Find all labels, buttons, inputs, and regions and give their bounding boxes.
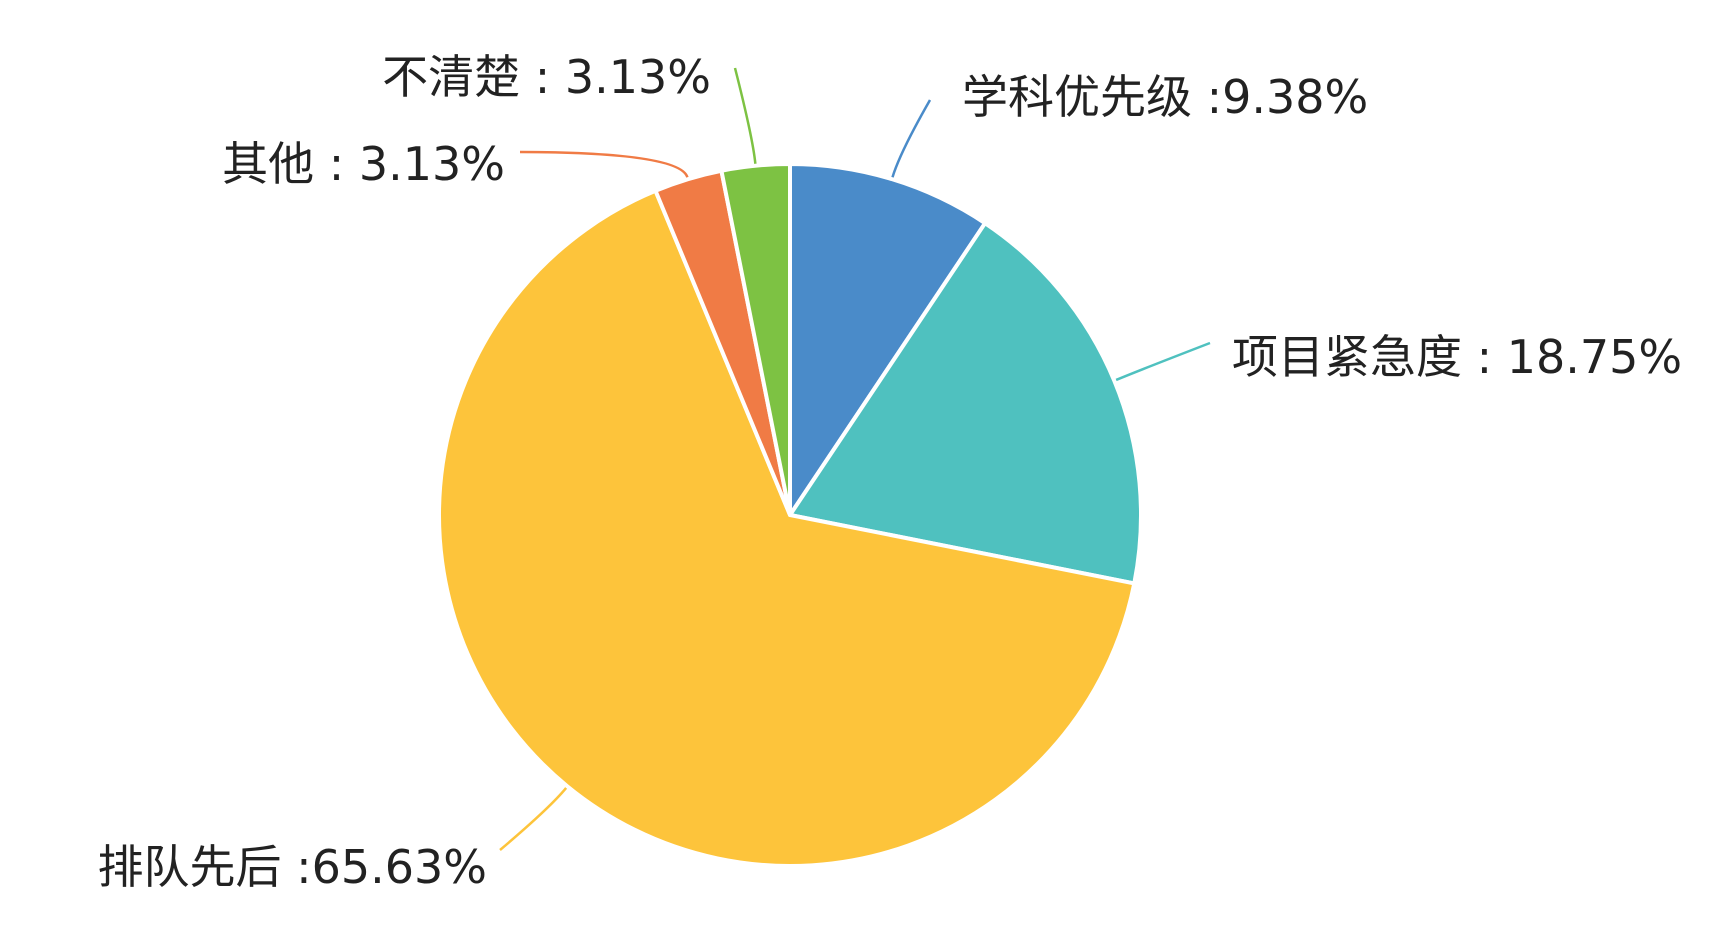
pie-slice-5 <box>719 162 792 517</box>
pie-slice-2 <box>788 221 1143 586</box>
leader-line-5 <box>733 67 757 164</box>
slice-label-2: 项目紧急度 : 18.75% <box>1232 330 1682 384</box>
labels-layer: 学科优先级 :9.38% 项目紧急度 : 18.75% 排队先后 :65.63% 其他… <box>97 50 1682 894</box>
pie-slice-3 <box>437 188 1137 868</box>
slice-label-5: 不清楚 : 3.13% <box>382 50 711 104</box>
leader-line-1 <box>891 99 932 178</box>
slice-label-3: 排队先后 :65.63% <box>97 840 487 894</box>
pie-slice-1 <box>788 162 988 517</box>
slice-label-1: 学科优先级 :9.38% <box>962 70 1368 124</box>
slices-layer <box>437 162 1143 868</box>
leader-lines-layer <box>499 67 1211 851</box>
leader-line-4 <box>519 150 689 178</box>
slice-label-4: 其他 : 3.13% <box>222 137 505 191</box>
leader-line-3 <box>499 787 568 851</box>
leader-line-2 <box>1115 341 1211 382</box>
